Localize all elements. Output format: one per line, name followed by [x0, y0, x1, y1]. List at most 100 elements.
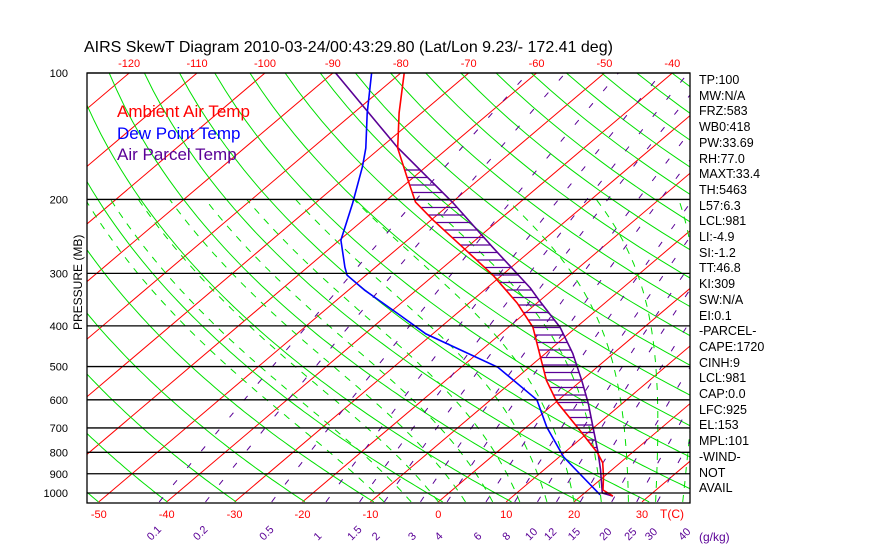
- dry-adiabat-line: [813, 73, 870, 502]
- stat-item: L57:6.3: [699, 198, 741, 213]
- stat-item: KI:309: [699, 277, 736, 292]
- dry-adiabat-line: [319, 73, 690, 366]
- stat-item: MPL:101: [699, 434, 750, 449]
- dry-adiabat-line: [249, 73, 690, 427]
- mixing-ratio-tick-label: 8: [500, 530, 513, 543]
- mixing-ratio-tick-label: 0.5: [257, 524, 276, 543]
- dry-adiabat-line: [87, 432, 168, 503]
- stat-item: MAXT:33.4: [699, 167, 761, 182]
- stat-item: EI:0.1: [699, 308, 732, 323]
- temp-unit-label: T(C): [660, 507, 684, 521]
- bottom-temp-tick-label: -20: [295, 509, 311, 521]
- isotherm-line: [87, 73, 266, 225]
- dry-adiabat-line: [0, 73, 30, 502]
- moist-adiabat-line: [137, 199, 439, 503]
- moist-adiabat-line: [110, 199, 412, 503]
- top-temp-tick-label: -40: [664, 58, 680, 70]
- mixing-ratio-tick-label: 4: [433, 530, 446, 543]
- isotherm-line: [166, 73, 673, 503]
- mixing-ratio-tick-label: 1.5: [345, 524, 364, 543]
- top-temp-tick-label: -100: [254, 58, 276, 70]
- isotherm-line: [87, 73, 130, 110]
- pressure-tick-label: 900: [50, 469, 68, 481]
- legend: Ambient Air Temp Dew Point Temp Air Parc…: [117, 102, 250, 164]
- moist-adiabat-line: [246, 199, 521, 503]
- mixing-ratio-line: [271, 73, 619, 503]
- moist-adiabat-line: [87, 201, 385, 503]
- mixing-ratio-tick-label: 0.1: [145, 524, 164, 543]
- bottom-temp-tick-label: -10: [362, 509, 378, 521]
- dry-adiabat-line: [87, 312, 306, 503]
- dry-adiabat-line: [425, 73, 690, 279]
- stat-item: LCL:981: [699, 371, 747, 386]
- stat-item: CINH:9: [699, 355, 740, 370]
- isotherm-line: [98, 73, 605, 503]
- dry-adiabat-line: [848, 73, 870, 502]
- pressure-tick-label: 100: [50, 68, 68, 80]
- moist-adiabat-line: [169, 199, 466, 503]
- stability-indices-panel: TP:100 MW:N/A FRZ:583 WB0:418 PW:33.69 RH:77.…: [699, 73, 764, 497]
- isotherm-line: [573, 402, 690, 503]
- bottom-temp-tick-label: -30: [227, 509, 243, 521]
- mixing-ratio-tick-label: 20: [597, 526, 614, 543]
- top-temp-tick-label: -70: [461, 58, 477, 70]
- pressure-tick-label: 700: [50, 423, 68, 435]
- isotherm-line: [87, 73, 469, 398]
- stat-item: SW:N/A: [699, 292, 744, 307]
- bottom-temp-tick-label: -40: [159, 509, 175, 521]
- dewpoint-profile: [340, 73, 601, 496]
- pressure-tick-label: 200: [50, 194, 68, 206]
- bottom-temp-tick-label: 10: [500, 509, 512, 521]
- isotherm-line: [87, 73, 537, 455]
- plot-area: [0, 73, 870, 503]
- isotherm-line: [370, 230, 690, 503]
- mixing-ratio-tick-label: 15: [566, 526, 583, 543]
- stat-item: LFC:925: [699, 402, 747, 417]
- pressure-tick-label: 300: [50, 268, 68, 280]
- bottom-temp-tick-label: -50: [91, 509, 107, 521]
- mixing-ratio-tick-label: 30: [643, 526, 660, 543]
- dry-adiabat-line: [777, 73, 870, 502]
- dry-adiabat-line: [355, 73, 690, 337]
- isotherm-line: [87, 73, 334, 283]
- pressure-tick-label: 500: [50, 362, 68, 374]
- pressure-tick-label: 800: [50, 447, 68, 459]
- moist-adiabat-line: [353, 199, 575, 503]
- mixing-ratio-unit-label: (g/kg): [699, 530, 730, 544]
- dry-adiabat-line: [284, 73, 690, 396]
- mixing-ratio-line: [205, 73, 566, 503]
- top-temp-tick-label: -80: [393, 58, 409, 70]
- mixing-ratio-tick-label: 6: [472, 530, 485, 543]
- stat-item: TP:100: [699, 73, 740, 87]
- y-axis-label: PRESSURE (MB): [71, 235, 85, 330]
- isotherm-line: [0, 73, 61, 502]
- isotherm-line: [437, 287, 690, 503]
- moist-adiabat-line: [506, 199, 629, 502]
- legend-ambient: Ambient Air Temp: [117, 102, 250, 121]
- stat-item: CAP:0.0: [699, 387, 746, 402]
- stat-item: MW:N/A: [699, 88, 746, 103]
- parcel-temp-profile: [334, 73, 614, 497]
- stat-item: -WIND-: [699, 449, 741, 464]
- stat-item: AVAIL: [699, 481, 733, 496]
- isotherm-line: [87, 73, 402, 340]
- mixing-ratio-line: [420, 131, 690, 503]
- stat-item: CAPE:1720: [699, 339, 765, 354]
- moist-adiabat-line: [423, 199, 602, 502]
- chart-title: AIRS SkewT Diagram 2010-03-24/00:43:29.8…: [84, 39, 613, 56]
- dry-adiabat-line: [143, 73, 650, 503]
- mixing-ratio-tick-label: 40: [676, 526, 693, 543]
- mixing-ratio-tick-label: 3: [406, 530, 419, 543]
- stat-item: PW:33.69: [699, 135, 754, 150]
- stat-item: TH:5463: [699, 182, 747, 197]
- mixing-ratio-line: [383, 94, 690, 503]
- stat-item: WB0:418: [699, 120, 751, 135]
- isotherm-line: [302, 172, 690, 503]
- dry-adiabat-line: [390, 73, 690, 308]
- dry-adiabat-line: [87, 373, 237, 503]
- mixing-ratio-line: [537, 264, 690, 503]
- bottom-temp-tick-label: 0: [435, 509, 441, 521]
- stat-item: SI:-1.2: [699, 245, 736, 260]
- moist-adiabat-line: [295, 199, 548, 503]
